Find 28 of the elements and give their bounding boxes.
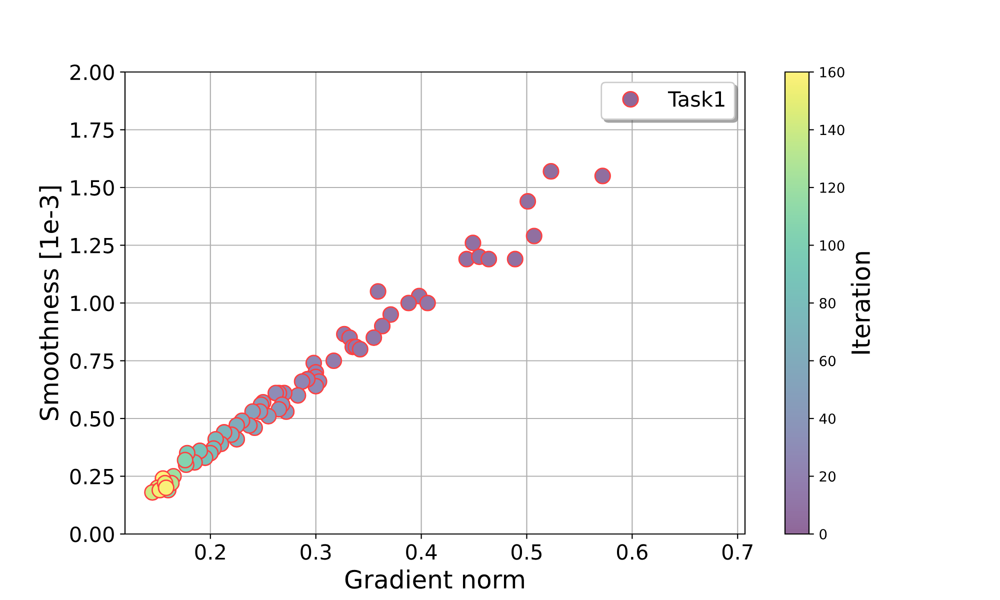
color-bar-label: 80 (820, 298, 836, 308)
color-bar-label: 160 (820, 66, 844, 78)
y-tick-label: 1.50 (71, 180, 114, 196)
x-tick-label: 0.5 (512, 544, 542, 560)
color-bar-label: 20 (820, 471, 836, 482)
color-bar-label: 120 (820, 182, 844, 193)
x-tick-label: 0.7 (722, 544, 752, 560)
y-tick-label: 1.25 (71, 238, 114, 254)
y-tick-label: 0.00 (70, 526, 114, 542)
y-tick-label: 1.75 (71, 122, 114, 138)
x-tick-label: 0.4 (406, 544, 437, 560)
color-bar-title: Iteration (850, 252, 870, 354)
color-bar-label: 40 (819, 413, 836, 424)
x-axis-title: Gradient norm (345, 569, 524, 589)
y-tick-label: 0.50 (70, 410, 114, 427)
y-tick-label: 0.75 (70, 353, 114, 369)
y-tick-label: 1.00 (71, 295, 114, 312)
y-tick-label: 0.25 (70, 468, 114, 484)
color-bar-label: 100 (820, 240, 844, 251)
x-tick-label: 0.2 (195, 544, 225, 560)
color-bar-label: 60 (820, 356, 836, 366)
x-tick-label: 0.3 (300, 544, 331, 560)
legend-label: Task1 (668, 90, 724, 107)
x-tick-label: 0.6 (616, 544, 648, 560)
y-axis-title: Smoothness [1e-3] (39, 186, 62, 420)
color-bar-label: 0 (820, 528, 827, 540)
color-bar-label: 140 (820, 124, 844, 136)
y-tick-label: 2.00 (70, 64, 114, 80)
